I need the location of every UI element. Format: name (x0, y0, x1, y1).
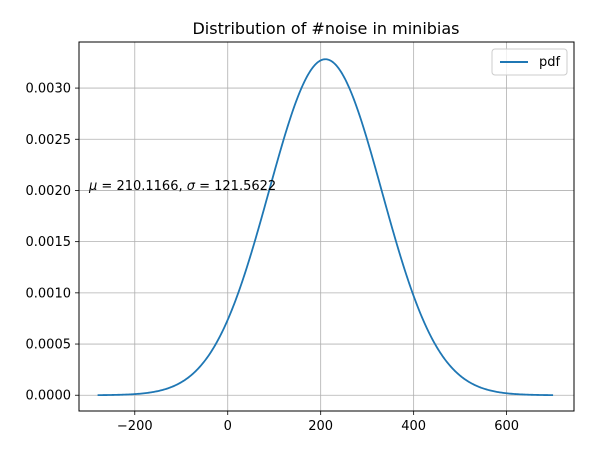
legend-box (491, 48, 568, 76)
x-tick-label: 600 (494, 419, 519, 434)
plot-frame (78, 41, 575, 412)
stats-annotation: μ = 210.1166, σ = 121.5622 (88, 179, 276, 194)
y-tick-label: 0.0020 (26, 184, 72, 199)
series-line-pdf (97, 58, 554, 397)
x-tick-label: 200 (308, 419, 333, 434)
x-tick-label: 0 (224, 419, 232, 434)
y-tick-label: 0.0005 (26, 338, 72, 353)
x-tick-label: −200 (117, 419, 153, 434)
chart-title: Distribution of #noise in minibias (192, 19, 459, 38)
y-tick-label: 0.0025 (26, 133, 72, 148)
y-tick-label: 0.0030 (26, 82, 72, 97)
legend: pdf (491, 48, 568, 76)
legend-label-pdf: pdf (539, 55, 561, 70)
y-tick-label: 0.0000 (26, 389, 72, 404)
y-tick-label: 0.0015 (26, 235, 72, 250)
grid (79, 42, 574, 411)
y-tick-label: 0.0010 (26, 286, 72, 301)
ticks: −200 0 200 400 600 0.0000 0.0005 0.0010 0.0015 0.… (26, 82, 520, 434)
x-tick-label: 400 (401, 419, 426, 434)
series-layer (97, 58, 554, 397)
